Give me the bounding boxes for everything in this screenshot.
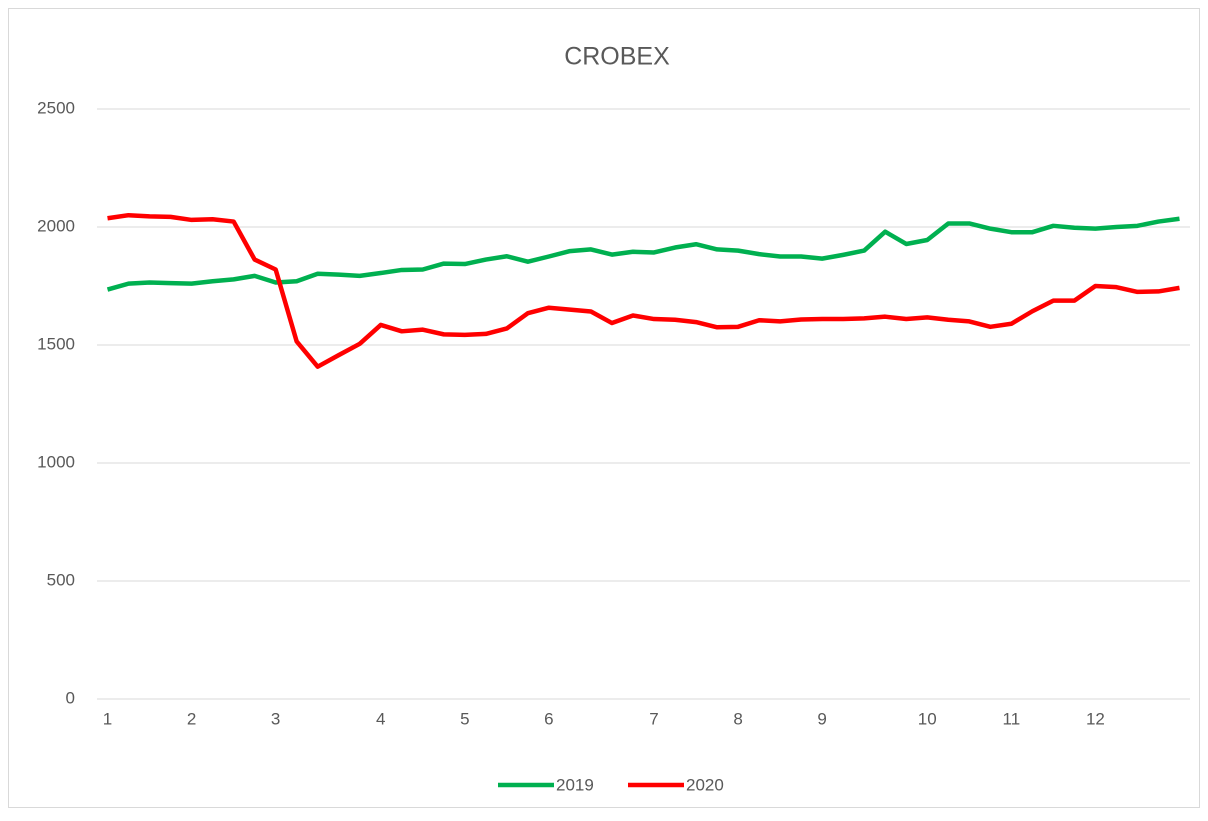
x-tick-label: 10 xyxy=(918,709,937,728)
x-tick-label: 2 xyxy=(187,709,196,728)
x-tick-label: 8 xyxy=(733,709,742,728)
x-tick-label: 9 xyxy=(817,709,826,728)
y-tick-label: 0 xyxy=(66,688,75,707)
line-series xyxy=(106,216,1180,292)
x-tick-label: 6 xyxy=(544,709,553,728)
y-tick-label: 500 xyxy=(47,570,75,589)
chart-border xyxy=(8,8,1200,808)
chart-title: CROBEX xyxy=(564,43,670,71)
y-tick-label: 2000 xyxy=(37,216,75,235)
x-tick-label: 5 xyxy=(460,709,469,728)
line-series xyxy=(107,212,1180,369)
x-tick-label: 7 xyxy=(649,709,658,728)
x-tick-label: 4 xyxy=(376,709,385,728)
x-tick-label: 1 xyxy=(103,709,112,728)
x-tick-label: 12 xyxy=(1086,709,1105,728)
y-tick-label: 2500 xyxy=(37,98,75,117)
legend-label: 2019 xyxy=(556,775,594,794)
x-tick-label: 11 xyxy=(1003,709,1021,728)
x-tick-label: 3 xyxy=(271,709,280,728)
y-tick-label: 1500 xyxy=(37,334,75,353)
y-tick-label: 1000 xyxy=(37,452,75,471)
legend-label: 2020 xyxy=(686,775,724,794)
